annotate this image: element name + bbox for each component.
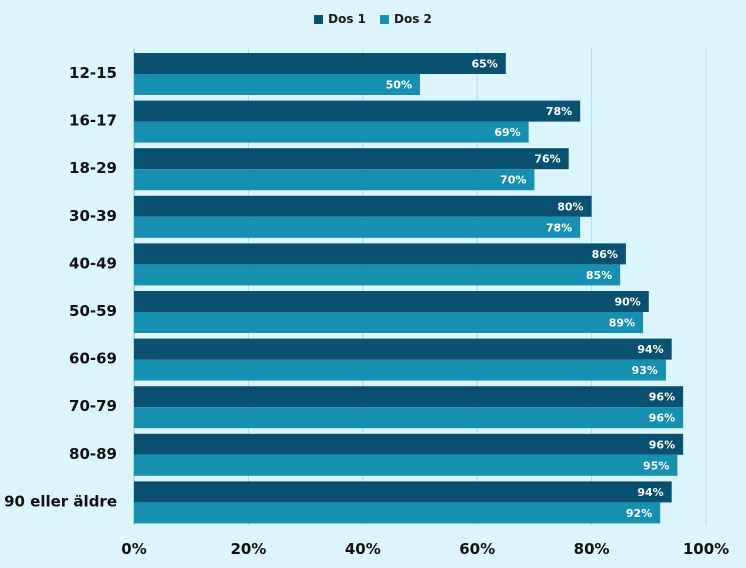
data-label: 94% [637,486,663,499]
x-tick-label: 20% [230,540,266,558]
data-label: 89% [609,317,635,330]
category-label: 16-17 [69,112,117,130]
bar-dos-2 [134,169,535,191]
data-label: 95% [643,459,669,472]
bar-dos-2 [134,407,684,429]
x-tick-label: 0% [121,540,146,558]
bar-dos-1 [134,386,684,408]
category-label: 30-39 [69,207,117,225]
legend-swatch-dos-1 [314,14,324,24]
data-label: 78% [546,105,572,118]
data-label: 96% [649,412,675,425]
legend-item-dos-1: Dos 1 [314,12,366,26]
data-label: 96% [649,391,675,404]
bar-dos-2 [134,216,581,238]
bar-dos-2 [134,121,529,143]
bar-dos-1 [134,100,581,122]
bar-dos-2 [134,312,644,333]
data-label: 96% [649,438,675,451]
data-label: 93% [632,364,658,377]
data-label: 90% [614,296,640,309]
category-label: 90 eller äldre [4,492,117,510]
legend: Dos 1 Dos 2 [0,12,746,26]
legend-swatch-dos-2 [380,14,389,24]
bar-dos-2 [134,74,420,95]
category-label: 80-89 [69,445,117,463]
bar-dos-1 [134,433,684,455]
bar-dos-1 [134,53,506,74]
category-label: 12-15 [69,64,117,82]
category-label: 18-29 [69,159,117,177]
bar-dos-1 [134,481,672,503]
bar-dos-2 [134,454,678,476]
data-label: 76% [534,153,560,166]
data-label: 65% [471,58,497,71]
data-label: 69% [494,126,520,139]
data-label: 92% [626,507,652,520]
data-label: 94% [637,343,663,356]
category-label: 40-49 [69,254,117,272]
category-label: 70-79 [69,397,117,415]
bar-dos-1 [134,243,626,265]
bar-dos-1 [134,148,569,170]
x-tick-label: 40% [345,540,381,558]
x-tick-label: 60% [459,540,495,558]
legend-label-dos-1: Dos 1 [328,12,366,26]
data-label: 86% [592,248,618,261]
legend-label-dos-2: Dos 2 [394,12,432,26]
x-tick-label: 100% [683,540,729,558]
bar-dos-2 [134,502,661,524]
category-label: 60-69 [69,350,117,368]
data-label: 85% [586,269,612,282]
bar-dos-2 [134,359,666,381]
category-label: 50-59 [69,302,117,320]
legend-item-dos-2: Dos 2 [380,12,432,26]
data-label: 70% [500,174,526,187]
bar-dos-1 [134,338,672,360]
bar-dos-1 [134,195,592,217]
data-label: 78% [546,221,572,234]
data-label: 80% [557,200,583,213]
bar-dos-2 [134,264,621,286]
bar-dos-1 [134,291,649,312]
x-tick-label: 80% [574,540,610,558]
data-label: 50% [386,79,412,92]
